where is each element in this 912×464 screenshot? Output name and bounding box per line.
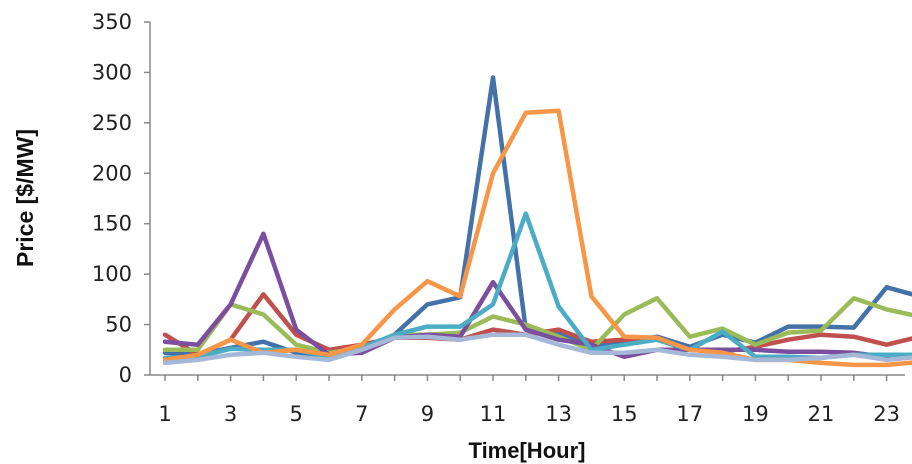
x-tick-label: 9 bbox=[421, 402, 434, 426]
series-line-1 bbox=[162, 75, 912, 361]
x-tick-label: 11 bbox=[480, 402, 507, 426]
y-axis-title: Price [$/MW] bbox=[12, 129, 38, 267]
y-tick-label: 350 bbox=[92, 10, 132, 34]
y-tick-label: 250 bbox=[92, 111, 132, 135]
x-tick-label: 5 bbox=[290, 402, 303, 426]
series-line-7 bbox=[162, 332, 912, 366]
y-tick-label: 100 bbox=[92, 262, 132, 286]
x-axis: 1 3 5 7 9 11 13 15 17 19 21 23 bbox=[150, 374, 905, 426]
x-tick-label: 7 bbox=[355, 402, 368, 426]
y-tick-label: 300 bbox=[92, 60, 132, 84]
x-tick-label: 1 bbox=[158, 402, 171, 426]
series-line-4 bbox=[162, 231, 912, 360]
x-axis-title: Time[Hour] bbox=[469, 438, 586, 463]
series-line-3 bbox=[162, 296, 912, 356]
y-axis: 0 50 100 150 200 250 300 350 bbox=[92, 10, 151, 387]
x-tick-label: 3 bbox=[224, 402, 237, 426]
y-tick-label: 50 bbox=[105, 313, 132, 337]
y-tick-label: 0 bbox=[119, 363, 132, 387]
y-tick-label: 200 bbox=[92, 161, 132, 185]
series-layer bbox=[162, 75, 912, 368]
x-tick-label: 17 bbox=[676, 402, 703, 426]
y-tick-label: 150 bbox=[92, 212, 132, 236]
x-tick-label: 15 bbox=[611, 402, 638, 426]
x-tick-label: 13 bbox=[545, 402, 572, 426]
x-tick-label: 19 bbox=[742, 402, 769, 426]
x-tick-label: 23 bbox=[873, 402, 900, 426]
x-tick-label: 21 bbox=[808, 402, 835, 426]
